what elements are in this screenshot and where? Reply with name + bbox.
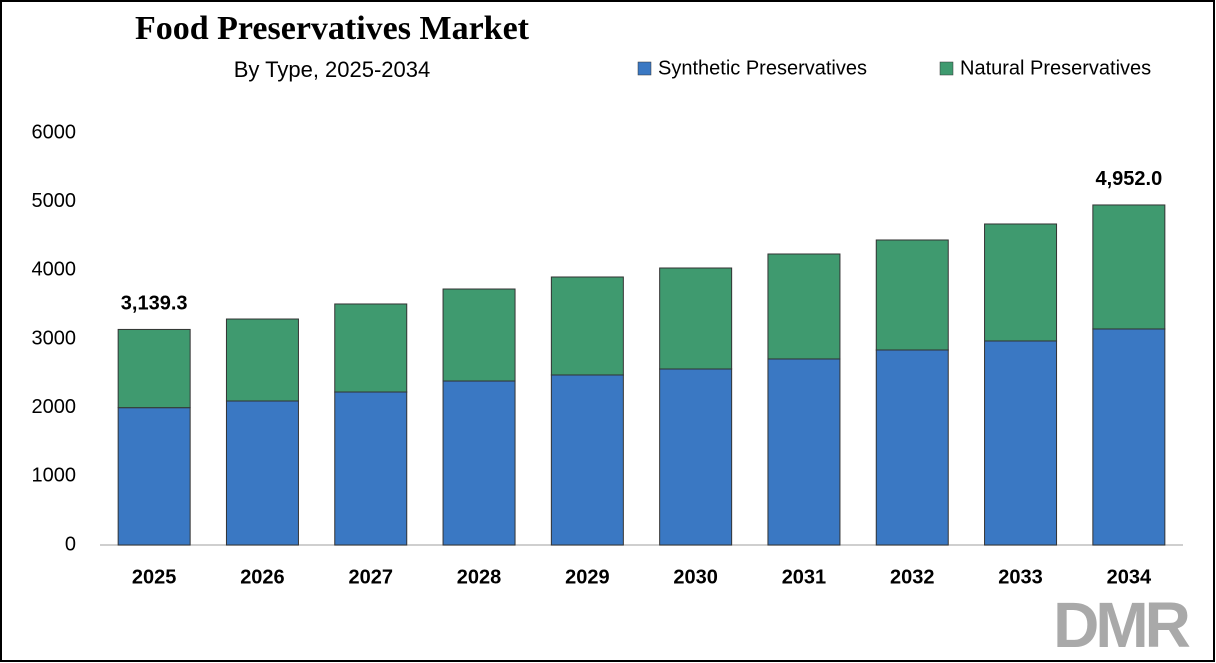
x-tick-label: 2026 bbox=[240, 566, 285, 588]
x-tick-label: 2032 bbox=[890, 566, 935, 588]
x-tick-label: 2025 bbox=[132, 566, 177, 588]
y-tick-label: 4000 bbox=[32, 259, 77, 281]
bar-segment bbox=[984, 223, 1058, 342]
bar-segment bbox=[334, 391, 408, 546]
bar-segment bbox=[875, 239, 949, 351]
legend-label: Synthetic Preservatives bbox=[658, 57, 867, 79]
legend-swatch bbox=[637, 61, 652, 76]
bar-segment bbox=[117, 407, 191, 546]
chart-subtitle: By Type, 2025-2034 bbox=[234, 57, 431, 82]
bar-segment bbox=[550, 276, 624, 376]
legend-label: Natural Preservatives bbox=[960, 57, 1151, 79]
bar-segment bbox=[442, 380, 516, 546]
bar-segment bbox=[442, 288, 516, 382]
bar-segment bbox=[334, 303, 408, 393]
bar-segment bbox=[875, 349, 949, 546]
y-tick-label: 0 bbox=[65, 533, 76, 555]
x-tick-label: 2034 bbox=[1107, 566, 1152, 588]
x-tick-label: 2028 bbox=[457, 566, 502, 588]
bar-segment bbox=[659, 267, 733, 370]
bar-segment bbox=[117, 328, 191, 409]
bar-segment bbox=[659, 368, 733, 546]
x-tick-label: 2030 bbox=[673, 566, 718, 588]
bar-segment bbox=[767, 253, 841, 360]
y-tick-label: 3000 bbox=[32, 327, 77, 349]
bar-segment bbox=[767, 358, 841, 546]
watermark: DMR bbox=[1053, 589, 1190, 661]
y-tick-label: 5000 bbox=[32, 190, 77, 212]
x-tick-label: 2033 bbox=[998, 566, 1043, 588]
y-tick-label: 1000 bbox=[32, 465, 77, 487]
y-tick-label: 2000 bbox=[32, 396, 77, 418]
total-label: 4,952.0 bbox=[1095, 168, 1162, 190]
bar-segment bbox=[1092, 204, 1166, 330]
chart-title: Food Preservatives Market bbox=[135, 10, 530, 47]
y-tick-label: 6000 bbox=[32, 121, 77, 143]
bar-segment bbox=[550, 374, 624, 546]
x-tick-label: 2031 bbox=[782, 566, 827, 588]
bar-segment bbox=[1092, 328, 1166, 546]
bar-segment bbox=[225, 318, 299, 402]
x-tick-label: 2027 bbox=[349, 566, 394, 588]
bar-segment bbox=[225, 400, 299, 546]
legend-swatch bbox=[939, 61, 954, 76]
total-label: 3,139.3 bbox=[121, 293, 188, 315]
x-tick-label: 2029 bbox=[565, 566, 610, 588]
bar-segment bbox=[984, 340, 1058, 546]
